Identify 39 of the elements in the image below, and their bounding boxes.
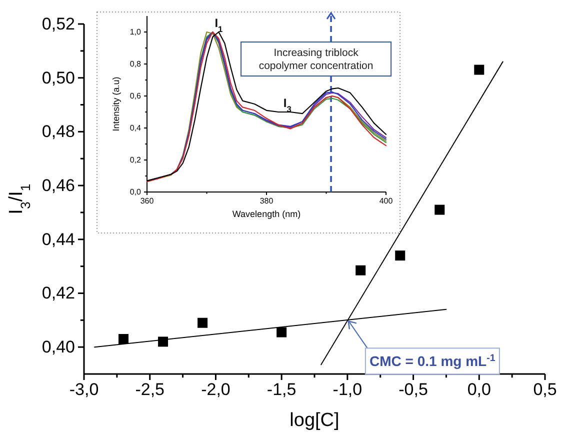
annotation: CMC = 0.1 mg mL$^{-1}$ bbox=[370, 352, 496, 370]
y-tick-label: 1,0 bbox=[130, 28, 142, 37]
y-tick-label: 0,52 bbox=[42, 14, 75, 34]
x-tick-label: -1,5 bbox=[266, 380, 296, 400]
x-tick-label: 380 bbox=[260, 196, 274, 206]
ref-line-label: Increasing triblock copolymer concentration bbox=[258, 47, 374, 72]
x-axis-title: Wavelength (nm) bbox=[232, 209, 301, 219]
point bbox=[158, 336, 168, 347]
y-tick-label: 0,44 bbox=[42, 230, 75, 249]
y-tick-label: 0,40 bbox=[42, 338, 75, 357]
x-tick-label: 0,5 bbox=[533, 380, 557, 400]
x-axis-title: log[C] bbox=[290, 410, 340, 431]
y-tick-label: 0,46 bbox=[42, 176, 75, 195]
x-tick-label: 360 bbox=[140, 196, 154, 206]
annotation: I$_{1}$ bbox=[214, 16, 224, 34]
point bbox=[356, 265, 366, 276]
y-tick-label: 0,42 bbox=[42, 284, 75, 303]
y-tick-label: 0,48 bbox=[42, 122, 75, 142]
y-tick-label: 0,8 bbox=[130, 60, 142, 69]
x-tick-label: -3,0 bbox=[69, 380, 99, 400]
point bbox=[276, 327, 287, 338]
point bbox=[198, 318, 208, 328]
x-tick-label: 400 bbox=[379, 196, 394, 206]
x-tick-label: 0,0 bbox=[467, 380, 491, 400]
y-tick-label: 0,50 bbox=[42, 68, 75, 88]
x-tick-label: -0,5 bbox=[398, 380, 428, 400]
x-tick-label: -2,0 bbox=[201, 380, 230, 400]
x-tick-label: -1,0 bbox=[332, 380, 362, 400]
point bbox=[395, 250, 406, 261]
point bbox=[118, 334, 129, 344]
y-tick-label: 0,6 bbox=[130, 92, 142, 101]
y-axis-title: Intensity (a.u) bbox=[111, 76, 121, 132]
y-tick-label: 0,2 bbox=[130, 156, 142, 165]
point bbox=[474, 64, 484, 75]
y-tick-label: 0,0 bbox=[130, 188, 142, 197]
x-tick-label: -2,5 bbox=[135, 380, 165, 400]
point bbox=[434, 204, 445, 215]
annotation: I$_{3}$ bbox=[283, 96, 292, 114]
y-tick-label: 0,4 bbox=[130, 124, 142, 133]
